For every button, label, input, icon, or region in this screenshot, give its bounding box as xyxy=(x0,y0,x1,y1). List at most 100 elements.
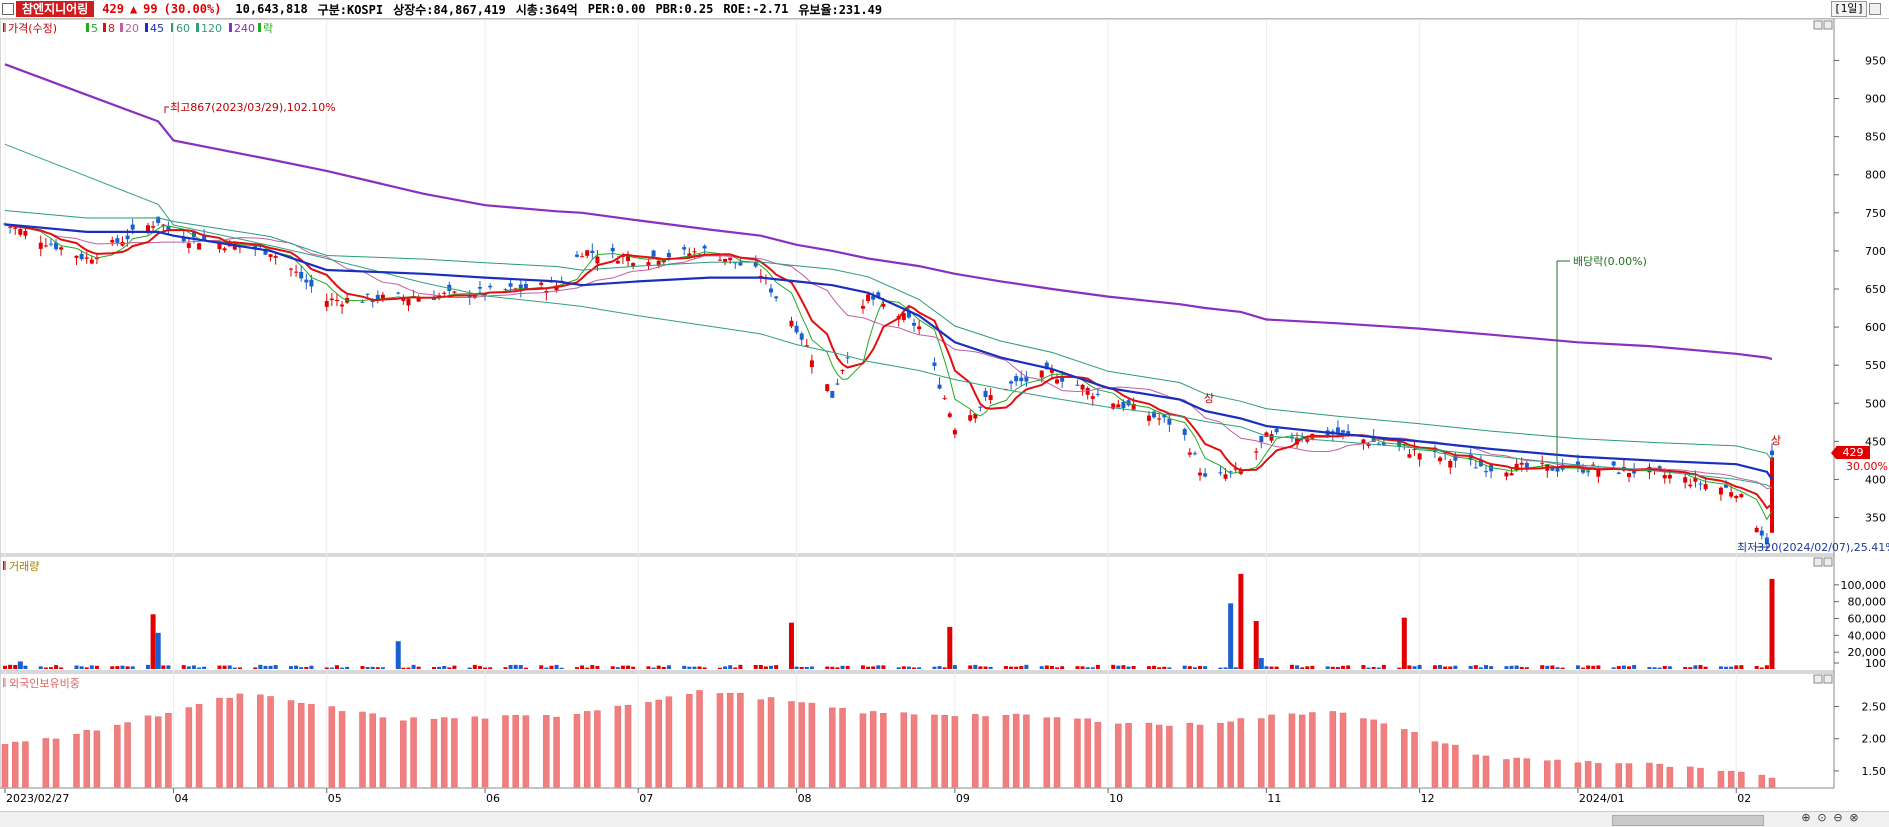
volume-bar xyxy=(794,666,799,669)
panel-close-icon[interactable] xyxy=(1823,20,1833,30)
candle-body xyxy=(161,224,166,226)
candle-body xyxy=(79,253,84,260)
foreign-bar xyxy=(1625,763,1633,788)
upper-limit-badge: 상 xyxy=(1771,434,1781,447)
foreign-bar xyxy=(185,707,193,788)
volume-bar xyxy=(1152,665,1157,669)
volume-bar xyxy=(1621,665,1626,669)
candle-body xyxy=(181,237,186,242)
foreign-bar xyxy=(1268,714,1275,788)
zoom-fit-icon[interactable]: ⊗ xyxy=(1849,811,1859,824)
foreign-bar xyxy=(543,715,550,788)
candle-body xyxy=(1739,494,1744,498)
foreign-bar xyxy=(1554,759,1561,788)
volume-bar xyxy=(666,665,671,669)
panel-minimize-icon[interactable] xyxy=(1813,674,1823,684)
candle-body xyxy=(1575,461,1580,465)
period-button[interactable]: [1일] xyxy=(1831,1,1867,17)
candle-body xyxy=(1484,471,1489,473)
candle-body xyxy=(1203,473,1208,477)
header-checkbox[interactable] xyxy=(2,3,14,15)
panel-minimize-icon[interactable] xyxy=(1813,20,1823,30)
candle-body xyxy=(503,289,508,291)
volume-panel[interactable] xyxy=(0,555,1835,672)
candle-body xyxy=(1724,484,1729,488)
zoom-in-icon[interactable]: ⊕ xyxy=(1801,811,1811,824)
candle-body xyxy=(1667,474,1672,479)
candle-body xyxy=(13,227,18,229)
volume-bar xyxy=(1381,664,1386,669)
foreign-bar xyxy=(1360,718,1367,788)
volume-bar xyxy=(334,665,339,669)
foreign-bar xyxy=(226,697,233,788)
maximize-icon[interactable] xyxy=(1869,3,1881,15)
panel-minimize-icon[interactable] xyxy=(1813,557,1823,567)
volume-bar xyxy=(1555,667,1560,669)
volume-bar xyxy=(610,666,615,669)
volume-bar xyxy=(774,665,779,669)
candle-body xyxy=(973,413,978,419)
volume-bar xyxy=(1581,667,1586,669)
volume-spike-bar xyxy=(17,661,23,669)
legend-marker xyxy=(196,23,199,32)
candle-body xyxy=(202,235,207,241)
foreign-bar xyxy=(726,692,734,788)
volume-bar xyxy=(942,667,947,669)
candle-body xyxy=(222,248,227,251)
candle-body xyxy=(1586,471,1591,473)
zoom-reset-icon[interactable]: ⊙ xyxy=(1817,811,1827,824)
foreign-bar xyxy=(216,697,223,788)
volume-bar xyxy=(294,665,299,669)
low-marker-icon xyxy=(1755,543,1770,548)
candle-body xyxy=(340,304,345,307)
candle-body xyxy=(1264,432,1269,437)
volume-bar xyxy=(804,666,809,669)
volume-bar xyxy=(1632,665,1637,669)
zoom-out-icon[interactable]: ⊖ xyxy=(1833,811,1843,824)
candle-body xyxy=(1233,468,1238,470)
candle-body xyxy=(835,383,840,385)
ma60-line xyxy=(4,210,1773,462)
foreign-tick-label: 2.00 xyxy=(1862,733,1887,746)
horizontal-scrollbar[interactable] xyxy=(0,811,1889,827)
candle-body xyxy=(186,243,191,248)
candle-body xyxy=(1540,462,1545,464)
candle-body xyxy=(1412,449,1417,451)
candle-body xyxy=(304,279,309,283)
foreign-bar xyxy=(1615,763,1623,788)
volume-bar xyxy=(79,666,84,669)
volume-bar xyxy=(89,665,94,669)
volume-tick-label: 100,000 xyxy=(1841,579,1887,592)
stock-name[interactable]: 참엔지니어링 xyxy=(16,1,95,17)
price-panel[interactable] xyxy=(0,18,1835,555)
foreign-bar xyxy=(502,715,509,788)
foreign-bar xyxy=(951,716,959,788)
volume-bar xyxy=(1009,666,1014,669)
candle-body xyxy=(717,259,722,261)
volume-bar xyxy=(1131,665,1136,669)
candle-body xyxy=(1039,370,1044,378)
candle-body xyxy=(1764,537,1769,544)
candle-body xyxy=(692,251,697,253)
foreign-bar xyxy=(553,716,560,788)
panel-close-icon[interactable] xyxy=(1823,557,1833,567)
volume-bar xyxy=(661,666,666,669)
candle-body xyxy=(1019,377,1024,382)
price-axis: 350 400 450 500 550 600 650 700 750 800 850 900 950 xyxy=(1834,54,1886,525)
volume-bar xyxy=(682,665,687,669)
foreign-bar xyxy=(1472,754,1480,788)
foreign-bar xyxy=(1411,732,1418,788)
foreign-bar xyxy=(11,741,19,788)
volume-bar xyxy=(753,664,758,669)
stock-header: 참엔지니어링 429 ▲ 99 (30.00%) 10,643,818 구분:K… xyxy=(0,0,1889,19)
candle-body xyxy=(932,362,937,366)
panel-close-icon[interactable] xyxy=(1823,674,1833,684)
scroll-thumb[interactable] xyxy=(1612,815,1764,826)
volume-bar xyxy=(615,667,620,669)
candle-body xyxy=(477,287,482,289)
legend-ma60: 60 xyxy=(176,22,190,35)
foreign-bar xyxy=(1370,719,1377,788)
candle-body xyxy=(94,257,99,260)
volume-bar xyxy=(309,665,314,669)
